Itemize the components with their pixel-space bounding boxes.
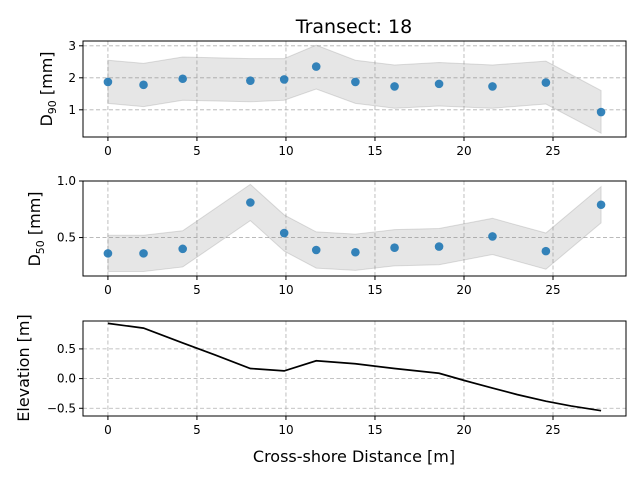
d90-y-tick-label: 3	[68, 39, 76, 53]
elevation-x-ticks: 0 5 10 15 20 25	[104, 416, 561, 437]
elevation-x-tick-label: 5	[193, 423, 201, 437]
elevation-y-ticks: −0.5 0.0 0.5	[47, 342, 83, 415]
d90-band	[107, 44, 602, 134]
elevation-y-tick-label: 0.5	[57, 342, 76, 356]
d90-points	[103, 62, 606, 117]
elevation-x-tick-label: 10	[278, 423, 293, 437]
d90-x-tick-label: 0	[104, 144, 112, 158]
d50-y-axis-label: D50 [mm]	[25, 191, 47, 266]
elevation-y-tick-label: −0.5	[47, 401, 76, 415]
d50-panel: 0 5 10 15 20 25 0.5 1.0 D50 [mm]	[25, 174, 627, 297]
elevation-axes-frame	[82, 320, 627, 417]
d50-y-tick-label: 1.0	[57, 174, 76, 188]
d90-data-point	[178, 74, 187, 84]
d90-ylabel-sub: 90	[46, 100, 59, 114]
d50-data-point	[178, 244, 187, 254]
d90-x-ticks: 0 5 10 15 20 25	[104, 137, 561, 158]
d90-x-tick-label: 25	[545, 144, 560, 158]
elevation-x-tick-label: 20	[456, 423, 471, 437]
d50-data-point	[311, 245, 321, 255]
d50-data-point	[246, 198, 255, 207]
elevation-x-tick-label: 15	[367, 423, 382, 437]
d50-data-point	[390, 243, 399, 253]
elevation-x-tick-label: 25	[545, 423, 560, 437]
d90-confidence-band	[107, 44, 602, 134]
elevation-y-tick-label: 0.0	[57, 372, 76, 386]
d90-y-ticks: 1 2 3	[68, 39, 83, 117]
d50-data-point	[488, 232, 497, 241]
d90-x-tick-label: 5	[193, 144, 201, 158]
d90-data-point	[246, 76, 255, 85]
d50-data-point	[279, 228, 289, 238]
figure-title: Transect: 18	[295, 16, 412, 38]
d90-x-tick-label: 10	[278, 144, 293, 158]
d90-data-point	[596, 107, 606, 117]
d90-data-point	[311, 62, 321, 71]
d50-x-tick-label: 10	[278, 283, 293, 297]
d90-y-tick-label: 1	[68, 103, 76, 117]
d50-x-tick-label: 5	[193, 283, 201, 297]
d90-data-point	[488, 82, 497, 91]
d50-axes-frame	[82, 180, 627, 277]
d90-grid	[83, 41, 626, 137]
d90-y-axis-label: D90 [mm]	[37, 51, 59, 126]
d50-data-point	[541, 246, 551, 256]
d50-x-tick-label: 15	[367, 283, 382, 297]
d90-data-point	[390, 82, 399, 91]
elevation-panel: 0 5 10 15 20 25 −0.5 0.0 0.5 Elevation [m]	[14, 314, 627, 437]
d90-data-point	[139, 80, 148, 90]
d90-panel: 0 5 10 15 20 25 1 2 3 D90 [mm]	[37, 39, 627, 158]
d90-data-point	[103, 77, 113, 87]
d90-data-point	[434, 79, 444, 89]
d90-y-tick-label: 2	[68, 71, 76, 85]
d50-confidence-band	[107, 183, 602, 272]
elevation-x-tick-label: 0	[104, 423, 112, 437]
d50-ylabel-sub: 50	[34, 240, 47, 254]
d50-x-ticks: 0 5 10 15 20 25	[104, 276, 561, 297]
d50-data-point	[596, 200, 606, 210]
d50-band	[107, 183, 602, 272]
d90-data-point	[351, 77, 360, 87]
elevation-grid	[83, 321, 626, 416]
d50-x-tick-label: 0	[104, 283, 112, 297]
d50-ylabel-unit: [mm]	[25, 191, 44, 240]
d50-data-point	[434, 242, 444, 251]
elevation-y-axis-label: Elevation [m]	[14, 314, 33, 421]
d50-points	[103, 198, 606, 258]
elevation-profile	[107, 322, 602, 412]
d50-y-tick-label: 0.5	[57, 231, 76, 245]
d50-data-point	[139, 249, 148, 258]
d90-ylabel-unit: [mm]	[37, 51, 56, 100]
d50-data-point	[351, 247, 360, 257]
d50-y-ticks: 0.5 1.0	[57, 174, 83, 245]
d90-ylabel-main: D	[37, 114, 56, 126]
d50-data-point	[103, 249, 113, 258]
d90-data-point	[541, 78, 551, 87]
d90-x-tick-label: 15	[367, 144, 382, 158]
d50-x-tick-label: 25	[545, 283, 560, 297]
elevation-line	[107, 322, 602, 412]
d90-axes-frame	[82, 40, 627, 138]
d90-data-point	[279, 75, 289, 84]
d50-ylabel-main: D	[25, 254, 44, 266]
d50-x-tick-label: 20	[456, 283, 471, 297]
x-axis-label: Cross-shore Distance [m]	[253, 447, 455, 466]
d90-x-tick-label: 20	[456, 144, 471, 158]
